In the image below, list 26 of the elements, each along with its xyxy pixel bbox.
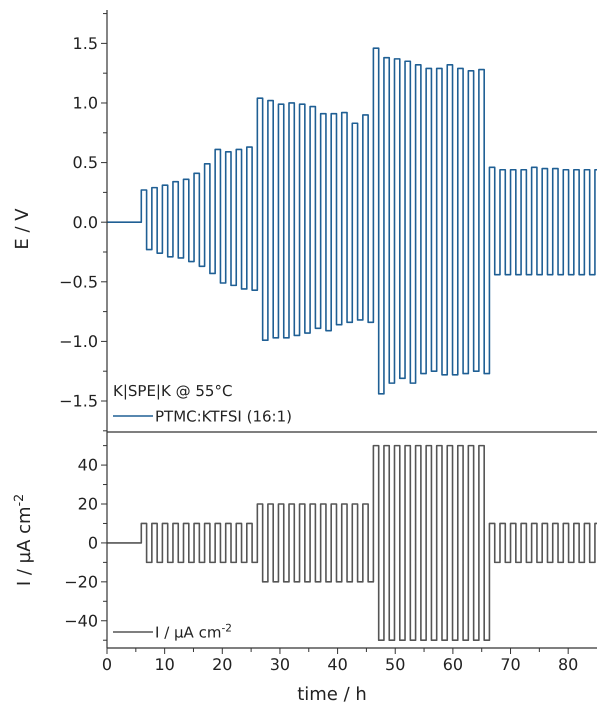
x-tick-label: 60 bbox=[442, 655, 464, 674]
y-tick-label: 0.5 bbox=[72, 153, 98, 172]
y-tick-label: 0 bbox=[88, 534, 98, 553]
y-tick-label: 0.0 bbox=[72, 212, 98, 232]
legend-label: PTMC:KTFSI (16:1) bbox=[155, 407, 292, 426]
y-tick-label: 1.0 bbox=[72, 94, 98, 113]
y-tick-label: −20 bbox=[64, 572, 98, 592]
x-tick-label: 50 bbox=[385, 655, 406, 674]
y-axis-title: E / V bbox=[12, 208, 33, 250]
x-tick-label: 80 bbox=[558, 655, 578, 674]
x-tick-label: 20 bbox=[212, 655, 232, 674]
legend-label: I / µA cm$^{-2}$ bbox=[155, 622, 232, 642]
x-tick-label: 30 bbox=[270, 655, 290, 674]
y-tick-label: −1.5 bbox=[59, 392, 98, 411]
x-tick-label: 70 bbox=[500, 655, 521, 674]
y-tick-label: 40 bbox=[78, 456, 98, 475]
x-tick-label: 0 bbox=[102, 655, 112, 674]
legend-title: K|SPE|K @ 55°C bbox=[113, 382, 232, 400]
x-tick-label: 10 bbox=[154, 655, 175, 674]
y-tick-label: −0.5 bbox=[59, 272, 98, 292]
y-tick-label: −1.0 bbox=[59, 332, 98, 351]
x-axis-title: time / h bbox=[297, 684, 367, 705]
x-tick-label: 40 bbox=[327, 655, 348, 674]
y-tick-label: 20 bbox=[78, 494, 98, 514]
y-tick-label: −40 bbox=[64, 611, 98, 630]
y-tick-label: 1.5 bbox=[72, 34, 98, 53]
